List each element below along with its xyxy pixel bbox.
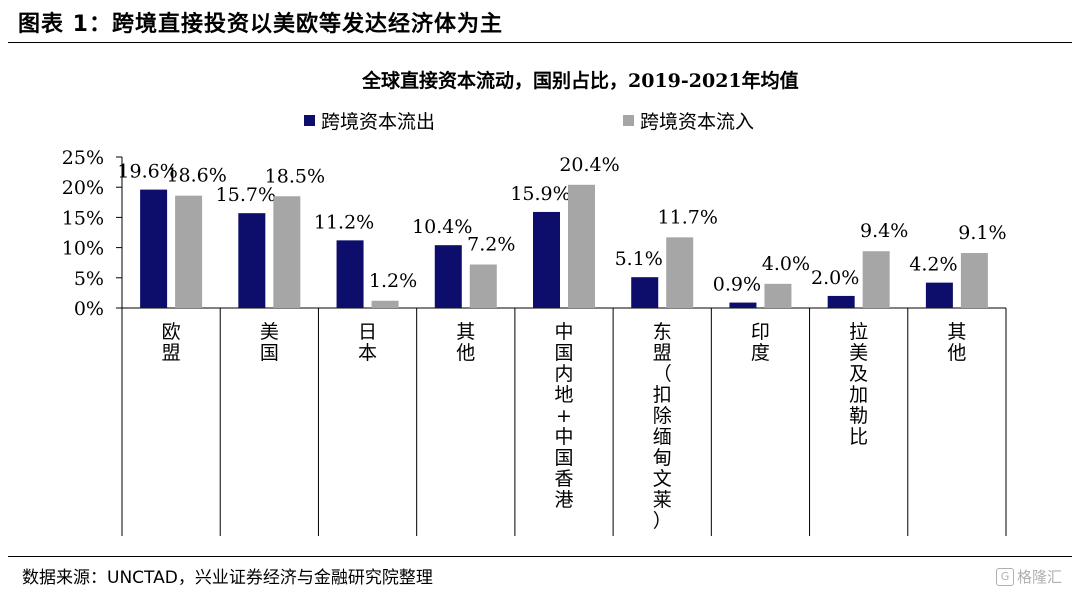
category-label: 中国内地+中国香港 <box>554 321 573 511</box>
y-tick-label: 25% <box>62 147 104 169</box>
bar-outflow <box>533 211 560 308</box>
bar-outflow <box>140 189 168 308</box>
bar-inflow <box>666 237 694 308</box>
data-label-inflow: 18.5% <box>265 165 325 187</box>
bar-inflow <box>568 184 595 308</box>
y-tick-label: 10% <box>62 238 104 260</box>
bar-inflow <box>469 264 497 308</box>
data-label-outflow: 5.1% <box>615 248 663 270</box>
bar-inflow <box>175 195 203 308</box>
bar-inflow <box>960 253 988 308</box>
category-label: 其他 <box>456 321 475 364</box>
source-note: 数据来源：UNCTAD，兴业证券经济与金融研究院整理 <box>22 568 433 588</box>
category-label: 其他 <box>947 321 966 364</box>
data-label-inflow: 20.4% <box>559 154 619 176</box>
y-tick-label: 0% <box>74 298 104 320</box>
bar-outflow <box>336 240 364 308</box>
y-tick-label: 5% <box>74 268 104 290</box>
bar-outflow <box>238 213 266 308</box>
data-label-outflow: 4.2% <box>909 254 957 276</box>
legend-label-inflow: 跨境资本流入 <box>640 111 755 133</box>
data-label-inflow: 7.2% <box>467 234 515 256</box>
bar-outflow <box>729 302 757 308</box>
data-label-inflow: 1.2% <box>369 270 417 292</box>
data-label-inflow: 9.1% <box>958 222 1006 244</box>
bar-outflow <box>631 277 659 308</box>
bottom-rule <box>8 556 1072 557</box>
data-label-outflow: 11.2% <box>314 211 374 233</box>
data-label-inflow: 4.0% <box>762 253 810 275</box>
chart-title: 全球直接资本流动，国别占比，2019-2021年均值 <box>362 70 799 92</box>
data-label-outflow: 19.6% <box>117 161 177 183</box>
data-label-outflow: 10.4% <box>412 216 472 238</box>
data-label-inflow: 9.4% <box>860 220 908 242</box>
legend-inflow: 跨境资本流入 <box>623 107 754 134</box>
data-label-inflow: 18.6% <box>166 165 226 187</box>
watermark-text: 格隆汇 <box>1016 568 1062 586</box>
legend-swatch-outflow <box>304 115 315 126</box>
category-label: 美国 <box>260 321 279 364</box>
bar-inflow <box>371 300 399 308</box>
y-tick-label: 20% <box>62 177 104 199</box>
y-tick-label: 15% <box>62 207 104 229</box>
watermark: G 格隆汇 <box>995 566 1062 587</box>
category-label: 印度 <box>751 321 770 364</box>
data-label-outflow: 2.0% <box>811 267 859 289</box>
category-label: 欧盟 <box>162 321 181 364</box>
legend-label-outflow: 跨境资本流出 <box>321 111 436 133</box>
bar-outflow <box>434 245 462 308</box>
category-label: 东盟（扣除缅甸文莱） <box>653 321 672 532</box>
legend-outflow: 跨境资本流出 <box>304 107 435 134</box>
category-label: 拉美及加勒比 <box>849 321 868 448</box>
bar-inflow <box>764 283 792 308</box>
bar-inflow <box>862 251 890 308</box>
bar-outflow <box>827 295 855 308</box>
category-label: 日本 <box>358 321 377 364</box>
figure-title: 图表 1：跨境直接投资以美欧等发达经济体为主 <box>18 12 503 37</box>
data-label-outflow: 15.7% <box>216 184 276 206</box>
top-rule <box>8 42 1072 43</box>
data-label-inflow: 11.7% <box>658 206 718 228</box>
bar-inflow <box>273 196 301 308</box>
data-label-outflow: 0.9% <box>713 274 761 296</box>
watermark-logo-icon: G <box>995 567 1014 586</box>
bar-outflow <box>925 282 953 308</box>
data-label-outflow: 15.9% <box>510 183 570 205</box>
legend-swatch-inflow <box>623 115 634 126</box>
